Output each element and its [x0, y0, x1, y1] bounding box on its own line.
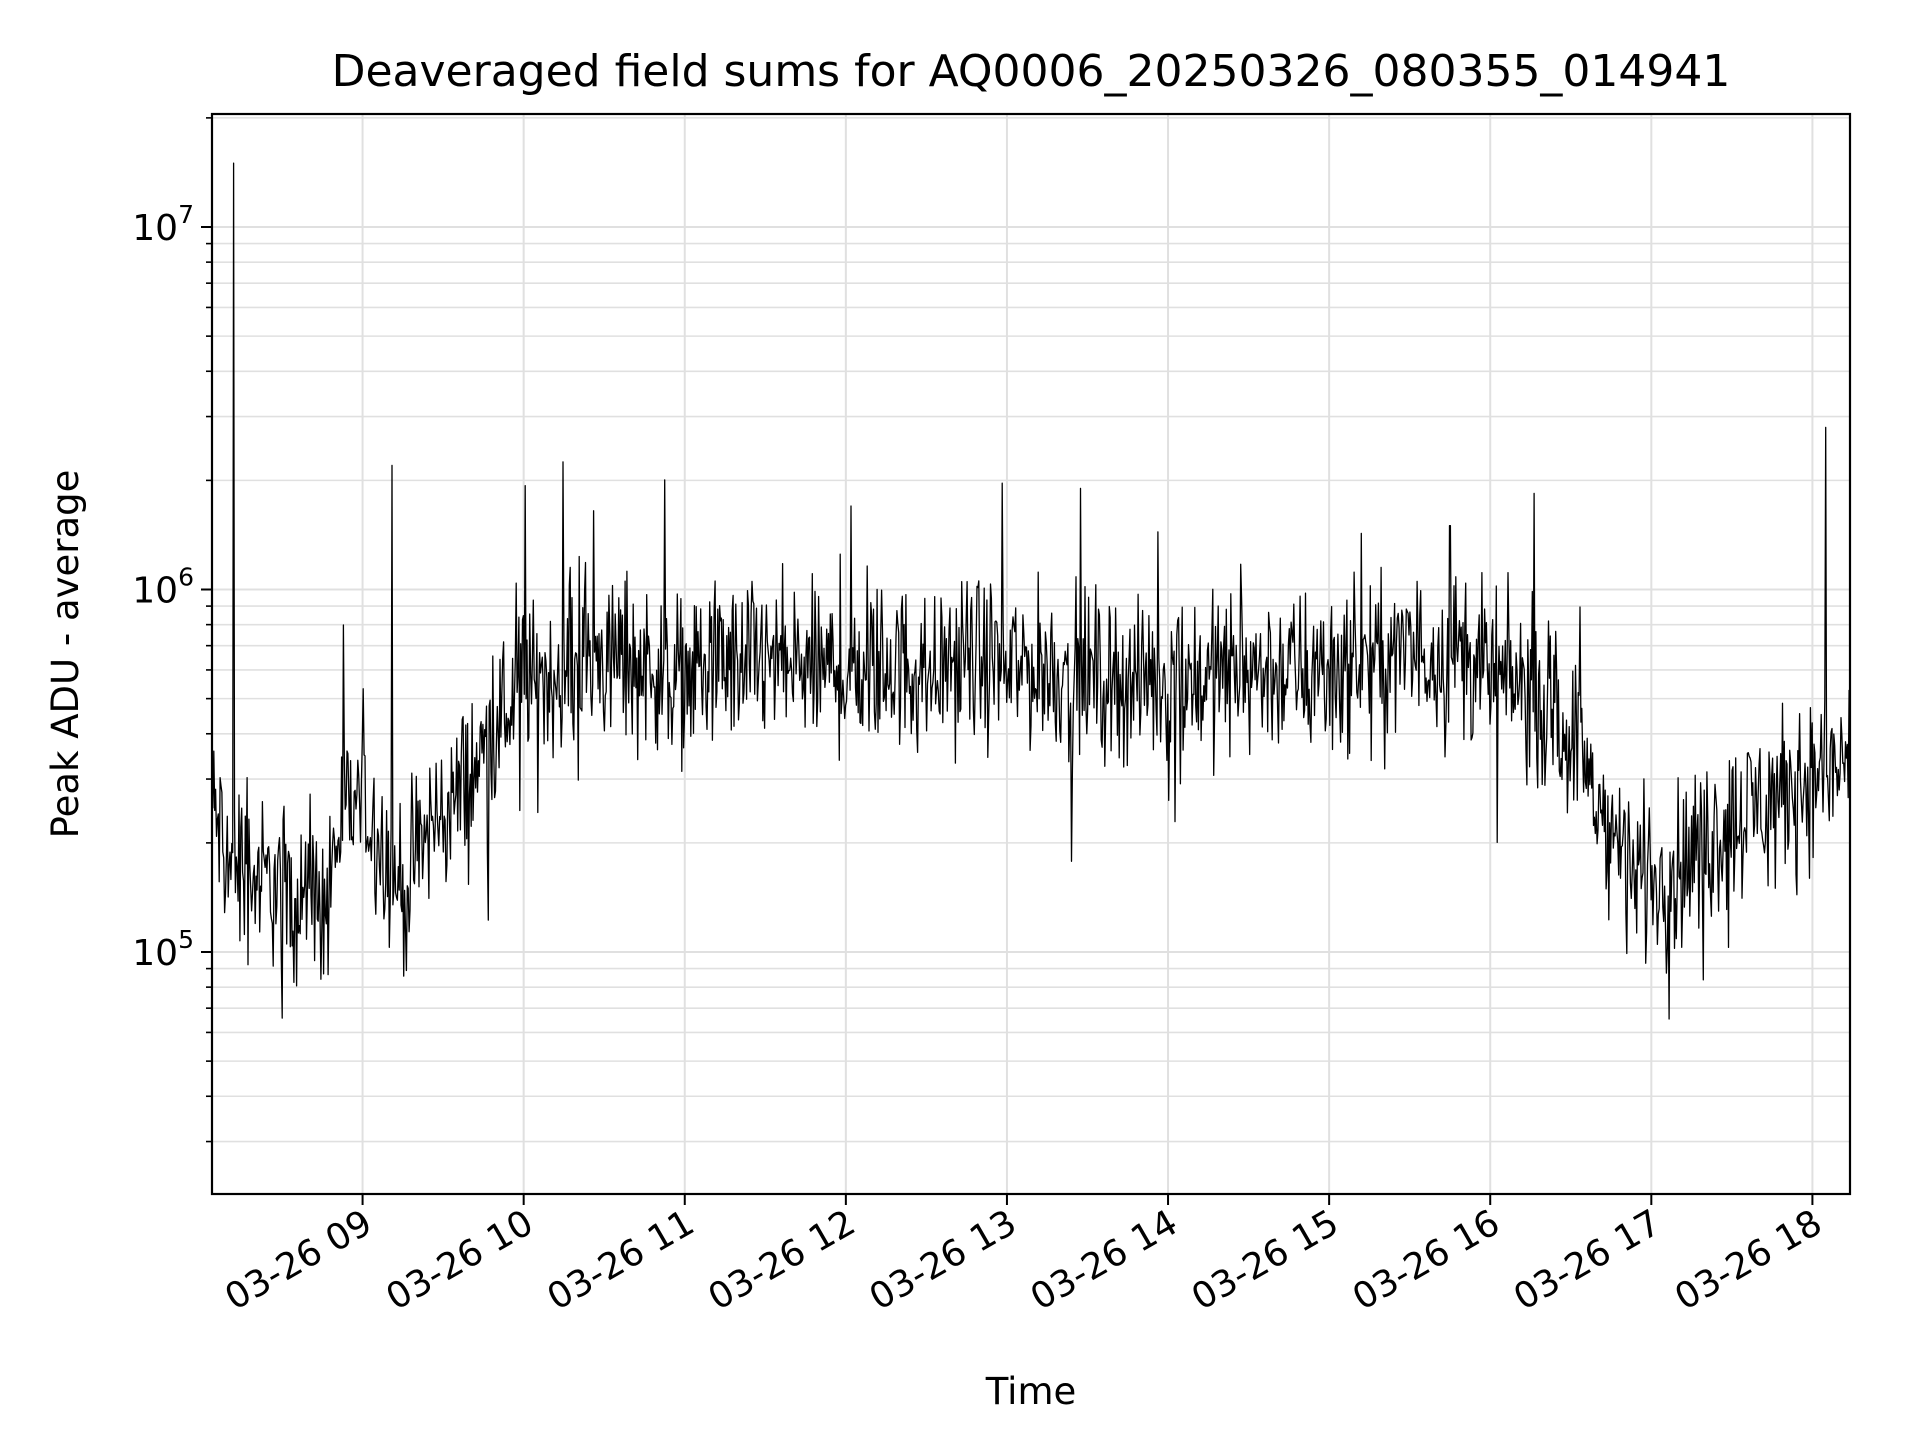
y-tick-label: 105	[132, 925, 194, 974]
y-axis-ticks: 105 106 107	[132, 117, 212, 1143]
plot-frame	[210, 112, 1852, 1196]
y-tick-label: 106	[132, 563, 194, 612]
y-tick-label: 107	[132, 200, 194, 249]
series-line	[212, 162, 1850, 1020]
y-axis-label: Peak ADU - average	[44, 470, 87, 839]
x-axis-label: Time	[985, 1370, 1077, 1413]
chart-title: Deaveraged field sums for AQ0006_2025032…	[332, 46, 1731, 97]
